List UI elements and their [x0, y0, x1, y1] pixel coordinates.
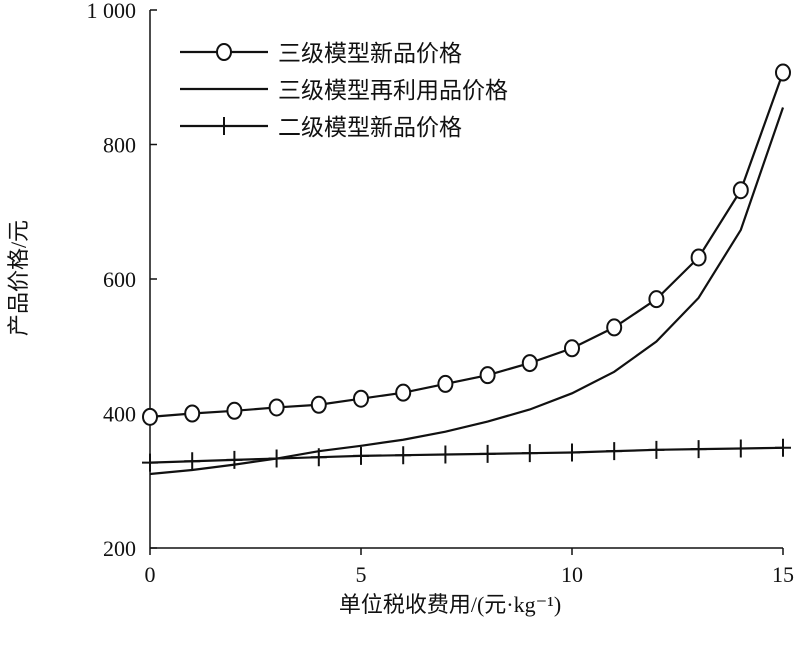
circle-marker — [775, 63, 791, 82]
circle-marker — [648, 290, 665, 309]
plus-marker — [775, 438, 791, 457]
legend-item: 二级模型新品价格 — [180, 115, 462, 140]
y-tick-label: 400 — [103, 402, 136, 427]
plus-marker — [732, 439, 749, 458]
x-tick-label: 5 — [356, 562, 367, 587]
legend-label: 三级模型再利用品价格 — [278, 78, 508, 103]
plus-marker — [395, 446, 412, 465]
plus-marker — [564, 443, 580, 462]
circle-marker — [353, 389, 369, 408]
circle-marker — [606, 318, 623, 337]
circle-marker — [395, 383, 412, 402]
circle-marker — [564, 339, 580, 358]
x-tick-label: 10 — [561, 562, 583, 587]
series-line — [149, 446, 784, 464]
legend-item: 三级模型新品价格 — [180, 41, 462, 66]
circle-marker — [268, 398, 285, 417]
plus-marker — [226, 450, 243, 469]
legend-item: 三级模型再利用品价格 — [180, 78, 508, 103]
x-tick-label: 15 — [772, 562, 794, 587]
plus-marker — [310, 448, 327, 467]
circle-marker — [437, 374, 454, 393]
plus-marker — [216, 117, 232, 135]
circle-marker — [310, 395, 327, 414]
plus-marker — [142, 453, 158, 472]
circle-marker — [216, 43, 232, 61]
x-axis-label: 单位税收费用/(元·kg⁻¹) — [339, 592, 561, 617]
series-line — [149, 72, 785, 418]
circle-marker — [690, 248, 707, 267]
series-3 — [142, 438, 791, 472]
plus-marker — [690, 440, 707, 459]
series-line — [149, 107, 785, 476]
circle-marker — [732, 181, 749, 200]
series-group — [142, 63, 791, 476]
circle-marker — [479, 366, 496, 385]
y-tick-label: 800 — [103, 133, 136, 158]
y-tick-label: 200 — [103, 536, 136, 561]
circle-marker — [184, 404, 201, 423]
y-tick-label: 1 000 — [87, 0, 137, 23]
plus-marker — [648, 440, 665, 459]
series-1 — [142, 63, 791, 426]
plus-marker — [606, 442, 623, 461]
plus-marker — [353, 446, 369, 465]
x-tick-label: 0 — [145, 562, 156, 587]
axes: 0 5 10 15 200 400 600 800 1 000 — [87, 0, 795, 587]
plus-marker — [184, 452, 201, 471]
circle-marker — [142, 407, 158, 426]
plus-marker — [437, 445, 454, 464]
y-tick-label: 600 — [103, 267, 136, 292]
plus-marker — [268, 449, 285, 468]
circle-marker — [521, 354, 538, 373]
series-2 — [149, 107, 785, 476]
plus-marker — [521, 444, 538, 463]
legend-label: 二级模型新品价格 — [278, 115, 462, 140]
legend-label: 三级模型新品价格 — [278, 41, 462, 66]
plus-marker — [479, 444, 496, 463]
circle-marker — [226, 401, 243, 420]
y-axis-label: 产品价格/元 — [6, 220, 31, 336]
